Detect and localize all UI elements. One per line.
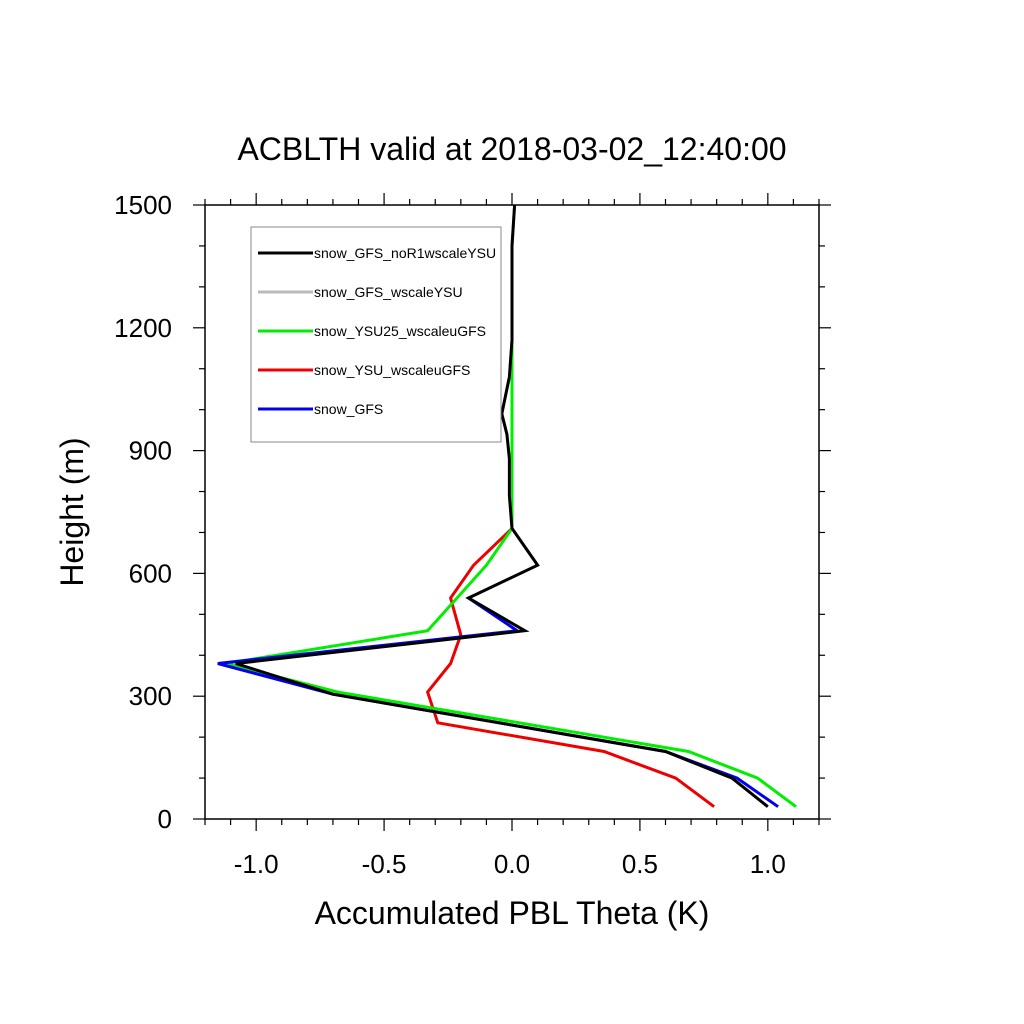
y-tick-label: 1200 [114, 313, 172, 343]
legend-items: snow_GFS_noR1wscaleYSU snow_GFS_wscaleYSU… [258, 245, 496, 417]
x-axis-label: Accumulated PBL Theta (K) [315, 895, 710, 931]
series-lines [217, 204, 797, 808]
y-tick-label: 0 [158, 804, 172, 834]
y-tick-labels: 0 300 600 900 1200 1500 [114, 190, 172, 834]
x-tick-label: 1.0 [750, 849, 786, 879]
legend: snow_GFS_noR1wscaleYSU snow_GFS_wscaleYSU… [250, 226, 502, 443]
x-tick-label: 0.5 [622, 849, 658, 879]
x-tick-label: -1.0 [234, 849, 279, 879]
legend-label: snow_YSU_wscaleuGFS [314, 362, 470, 378]
series-line-0 [235, 204, 769, 808]
y-axis-label: Height (m) [54, 437, 90, 586]
y-tick-label: 300 [129, 681, 172, 711]
legend-box [250, 226, 502, 443]
chart-title: ACBLTH valid at 2018-03-02_12:40:00 [237, 131, 786, 167]
x-tick-label: 0.0 [494, 849, 530, 879]
y-tick-label: 1500 [114, 190, 172, 220]
x-tick-label: -0.5 [362, 849, 407, 879]
series-line-3 [425, 527, 715, 808]
legend-label: snow_GFS_noR1wscaleYSU [314, 245, 496, 261]
series-line-4 [217, 596, 779, 808]
y-tick-label: 900 [129, 436, 172, 466]
legend-label: snow_GFS_wscaleYSU [314, 284, 463, 300]
axis-ticks [193, 193, 831, 831]
legend-label: snow_YSU25_wscaleuGFS [314, 323, 486, 339]
legend-label: snow_GFS [314, 401, 383, 417]
x-tick-labels: -1.0 -0.5 0.0 0.5 1.0 [234, 849, 786, 879]
y-tick-label: 600 [129, 558, 172, 588]
